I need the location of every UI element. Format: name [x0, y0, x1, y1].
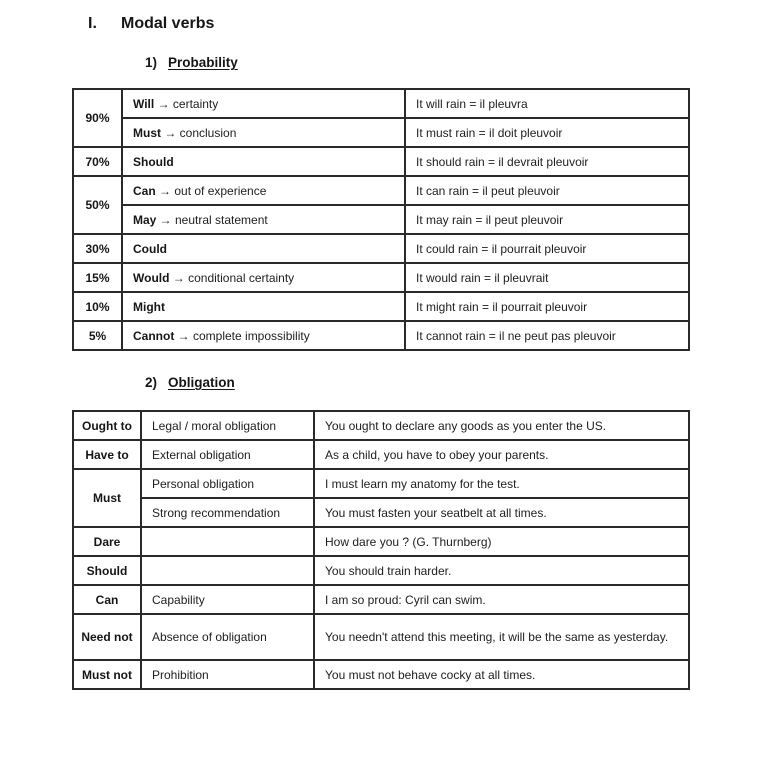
modal-cell: Dare — [72, 526, 142, 557]
modal-cell: Should — [121, 146, 406, 177]
example-cell: It must rain = il doit pleuvoir — [404, 117, 690, 148]
example-cell: It could rain = il pourrait pleuvoir — [404, 233, 690, 264]
modal-cell: Can — [72, 584, 142, 615]
subsection-title: Probability — [168, 55, 238, 70]
table-row: Must not Prohibition You must not behave… — [72, 659, 690, 690]
meaning-cell: Capability — [140, 584, 315, 615]
modal-label: Can — [133, 183, 156, 198]
meaning-cell — [140, 526, 315, 557]
table-row: 70% Should It should rain = il devrait p… — [72, 146, 690, 177]
table-row: 10% Might It might rain = il pourrait pl… — [72, 291, 690, 322]
obligation-table: Ought to Legal / moral obligation You ou… — [72, 410, 690, 690]
percent-cell: 30% — [72, 233, 123, 264]
modal-meaning: → certainty — [154, 96, 219, 111]
modal-meaning: → conclusion — [161, 125, 237, 140]
modal-cell: Would → conditional certainty — [121, 262, 406, 293]
example-cell: How dare you ? (G. Thurnberg) — [313, 526, 690, 557]
subsection-title: Obligation — [168, 375, 235, 390]
example-cell: I must learn my anatomy for the test. — [313, 468, 690, 499]
modal-cell: Must → conclusion — [121, 117, 406, 148]
table-row: Dare How dare you ? (G. Thurnberg) — [72, 526, 690, 557]
example-cell: It would rain = il pleuvrait — [404, 262, 690, 293]
subsection-heading-obligation: 2) Obligation — [145, 375, 763, 391]
example-cell: It can rain = il peut pleuvoir — [404, 175, 690, 206]
subsection-number: 1) — [145, 55, 158, 70]
table-row: Have to External obligation As a child, … — [72, 439, 690, 470]
modal-cell: Will → certainty — [121, 88, 406, 119]
example-cell: It might rain = il pourrait pleuvoir — [404, 291, 690, 322]
modal-cell: May → neutral statement — [121, 204, 406, 235]
example-cell: You must fasten your seatbelt at all tim… — [313, 497, 690, 528]
subsection-heading-probability: 1) Probability — [145, 55, 763, 71]
table-row: 90% Will → certainty It will rain = il p… — [72, 88, 690, 148]
example-cell: You ought to declare any goods as you en… — [313, 410, 690, 441]
meaning-cell: Absence of obligation — [140, 613, 315, 661]
meaning-cell: Legal / moral obligation — [140, 410, 315, 441]
modal-label: Might — [133, 299, 165, 314]
example-cell: It may rain = il peut pleuvoir — [404, 204, 690, 235]
modal-label: Would — [133, 270, 170, 285]
modal-meaning: → neutral statement — [156, 212, 268, 227]
modal-label: Should — [133, 154, 174, 169]
modal-label: Will — [133, 96, 155, 111]
modal-cell: Must not — [72, 659, 142, 690]
example-cell: You should train harder. — [313, 555, 690, 586]
example-cell: It cannot rain = il ne peut pas pleuvoir — [404, 320, 690, 351]
meaning-cell: Prohibition — [140, 659, 315, 690]
modal-label: Cannot — [133, 328, 175, 343]
table-row: May → neutral statement It may rain = il… — [73, 204, 690, 235]
modal-cell: Have to — [72, 439, 142, 470]
example-cell: As a child, you have to obey your parent… — [313, 439, 690, 470]
table-row: Must → conclusion It must rain = il doit… — [73, 117, 690, 148]
example-cell: It should rain = il devrait pleuvoir — [404, 146, 690, 177]
probability-table: 90% Will → certainty It will rain = il p… — [72, 88, 690, 351]
subsection-number: 2) — [145, 375, 158, 390]
table-row: 30% Could It could rain = il pourrait pl… — [72, 233, 690, 264]
modal-cell: Must — [72, 468, 142, 528]
section-title: Modal verbs — [121, 15, 215, 32]
percent-cell: 10% — [72, 291, 123, 322]
table-row: Should You should train harder. — [72, 555, 690, 586]
example-cell: You must not behave cocky at all times. — [313, 659, 690, 690]
section-heading: I. Modal verbs — [88, 14, 763, 34]
modal-cell: Ought to — [72, 410, 142, 441]
example-cell: I am so proud: Cyril can swim. — [313, 584, 690, 615]
modal-label: Could — [133, 241, 167, 256]
modal-meaning: → out of experience — [155, 183, 267, 198]
table-row: 50% Can → out of experience It can rain … — [72, 175, 690, 235]
modal-cell: Cannot → complete impossibility — [121, 320, 406, 351]
modal-cell: Need not — [72, 613, 142, 661]
table-row: Need not Absence of obligation You needn… — [72, 613, 690, 661]
table-row: 5% Cannot → complete impossibility It ca… — [72, 320, 690, 351]
percent-cell: 50% — [72, 175, 123, 235]
table-row: Must Personal obligation I must learn my… — [72, 468, 690, 528]
modal-label: Must — [133, 125, 161, 140]
table-row: Can Capability I am so proud: Cyril can … — [72, 584, 690, 615]
table-row: 15% Would → conditional certainty It wou… — [72, 262, 690, 293]
modal-cell: Could — [121, 233, 406, 264]
example-cell: It will rain = il pleuvra — [404, 88, 690, 119]
modal-cell: Should — [72, 555, 142, 586]
percent-cell: 5% — [72, 320, 123, 351]
percent-cell: 90% — [72, 88, 123, 148]
meaning-cell: External obligation — [140, 439, 315, 470]
document-page: I. Modal verbs 1) Probability 90% Will → c… — [0, 14, 763, 690]
modal-meaning: → complete impossibility — [174, 328, 310, 343]
modal-label: May — [133, 212, 157, 227]
meaning-cell: Personal obligation — [140, 468, 315, 499]
table-row: Strong recommendation You must fasten yo… — [73, 497, 690, 528]
percent-cell: 15% — [72, 262, 123, 293]
modal-cell: Can → out of experience — [121, 175, 406, 206]
example-cell: You needn't attend this meeting, it will… — [313, 613, 690, 661]
modal-meaning: → conditional certainty — [169, 270, 295, 285]
meaning-cell — [140, 555, 315, 586]
modal-cell: Might — [121, 291, 406, 322]
table-row: Ought to Legal / moral obligation You ou… — [72, 410, 690, 441]
meaning-cell: Strong recommendation — [140, 497, 315, 528]
percent-cell: 70% — [72, 146, 123, 177]
section-number: I. — [88, 15, 97, 32]
